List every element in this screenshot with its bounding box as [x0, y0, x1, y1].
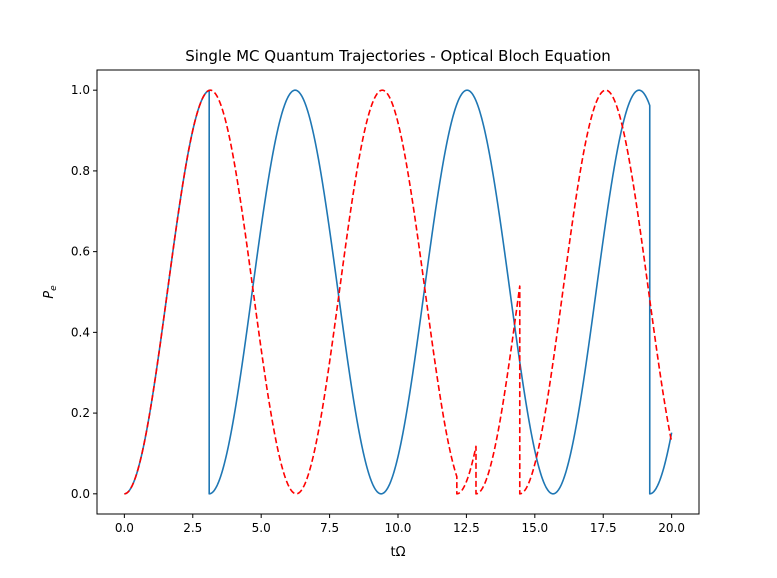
y-tick-label: 0.0	[71, 487, 90, 501]
series-line-2	[124, 89, 673, 495]
series-line-1	[124, 89, 673, 495]
x-tick-label: 0.0	[115, 521, 134, 535]
y-axis: 0.0 0.2 0.4 0.6 0.8 1.0	[71, 83, 97, 501]
y-tick-label: 0.2	[71, 406, 90, 420]
y-tick-label: 0.6	[71, 245, 90, 259]
x-tick-label: 12.5	[453, 521, 480, 535]
chart-title: Single MC Quantum Trajectories - Optical…	[185, 47, 611, 65]
x-tick-label: 2.5	[183, 521, 202, 535]
y-tick-label: 1.0	[71, 83, 90, 97]
x-tick-label: 10.0	[385, 521, 412, 535]
x-tick-label: 15.0	[521, 521, 548, 535]
y-axis-label-main: P	[42, 291, 57, 299]
x-axis-label: tΩ	[390, 545, 405, 560]
x-tick-label: 20.0	[658, 521, 685, 535]
x-tick-label: 5.0	[252, 521, 271, 535]
y-tick-label: 0.8	[71, 164, 90, 178]
x-tick-label: 7.5	[320, 521, 339, 535]
y-axis-label-sub: e	[49, 285, 59, 291]
y-axis-label: Pe	[42, 285, 59, 299]
x-axis: 0.0 2.5 5.0 7.5 10.0 12.5 15.0 17.5 20.0	[115, 514, 685, 535]
y-tick-label: 0.4	[71, 325, 90, 339]
x-tick-label: 17.5	[590, 521, 617, 535]
plot-lines	[124, 89, 673, 495]
